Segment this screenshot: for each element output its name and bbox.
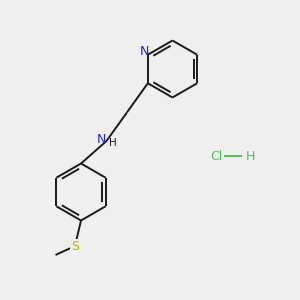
Text: H: H [246,149,255,163]
Text: N: N [140,45,149,58]
Text: S: S [71,239,79,253]
Text: N: N [96,133,106,146]
Text: H: H [109,138,116,148]
Text: Cl: Cl [210,149,222,163]
